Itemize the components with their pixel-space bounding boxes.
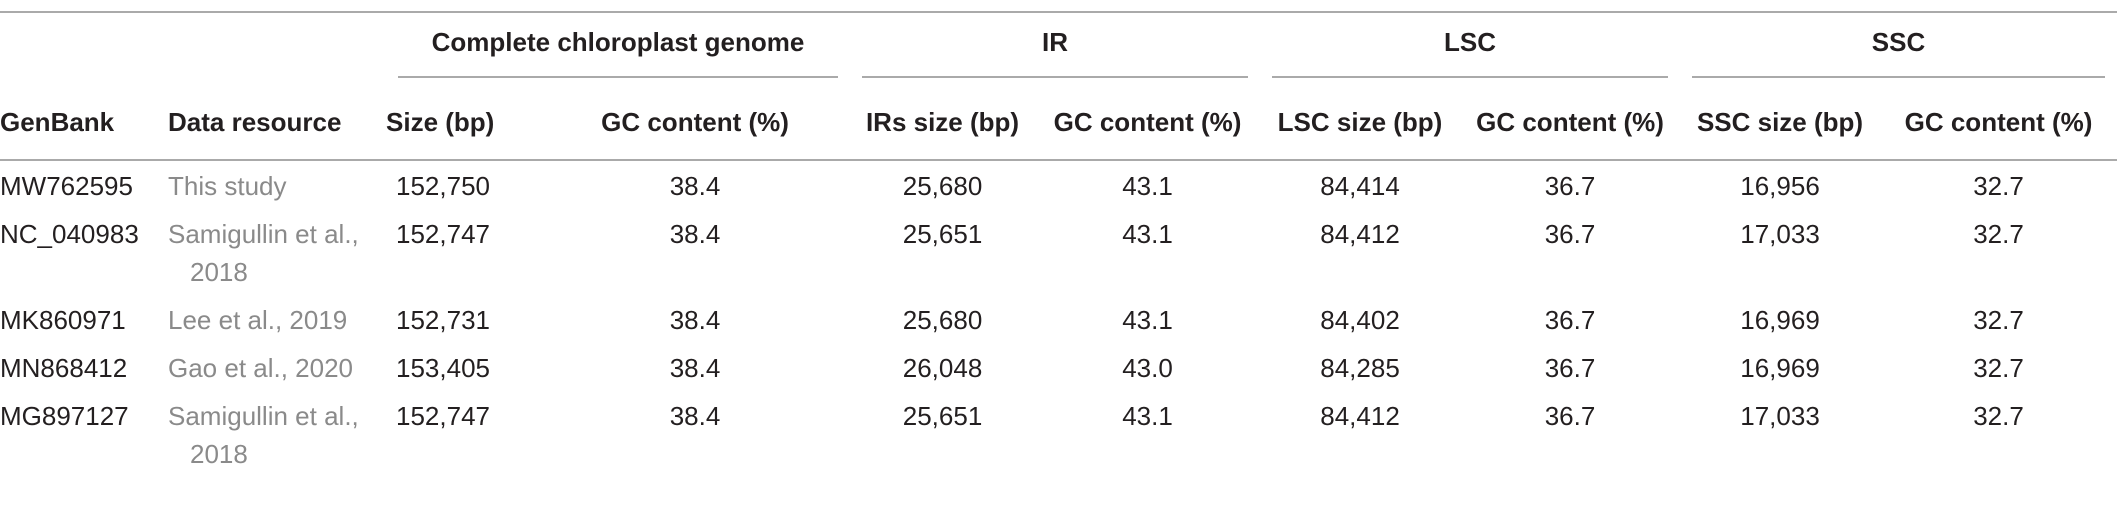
cell: Gao et al., 2020 [168,343,386,391]
data-resource: Gao et al., 2020 [168,353,354,383]
column-header-row: GenBank Data resource Size (bp) GC content … [0,85,2117,161]
cell: 32.7 [1973,353,2024,383]
cell: 32.7 [1973,219,2024,249]
cell: MG897127 [0,401,129,431]
cell: 84,402 [1320,305,1400,335]
cell: 38.4 [669,171,721,201]
cell: 26,048 [902,353,983,383]
data-resource: Samigullin et al., 2018 [168,401,359,469]
column-header: LSC size (bp) [1260,85,1461,161]
column-header: GC content (%) [1880,85,2117,161]
column-header: IRs size (bp) [850,85,1036,161]
data-table: Complete chloroplast genome IR LSC SSC G… [0,11,2117,477]
group-header: Complete chloroplast genome [386,11,851,85]
cell: 16,956 [1740,171,1820,201]
cell: 43.0 [1122,353,1173,383]
cell: 152,747 [396,401,490,431]
cell: 17,033 [1740,401,1820,431]
cell: 25,651 [902,401,983,431]
cell: 32.7 [1973,401,2024,431]
data-resource: Samigullin et al., 2018 [168,219,359,287]
cell: 17,033 [1740,219,1820,249]
cell: Lee et al., 2019 [168,295,386,343]
cell: 16,969 [1740,305,1820,335]
cell: 84,414 [1320,171,1400,201]
column-header: GC content (%) [1460,85,1681,161]
header-spacer [0,11,386,85]
cell: 25,651 [902,219,983,249]
cell: 152,750 [396,171,490,201]
cell: 43.1 [1122,401,1173,431]
cell: 36.7 [1544,401,1596,431]
cell: 38.4 [669,219,721,249]
cell: 25,680 [902,171,983,201]
column-header: GenBank [0,85,168,161]
table-row: MG897127 Samigullin et al., 2018 152,747 38… [0,391,2117,477]
cell: 38.4 [669,353,721,383]
cell: 84,285 [1320,353,1400,383]
data-resource: Lee et al., 2019 [168,305,348,335]
group-header-row: Complete chloroplast genome IR LSC SSC [0,11,2117,85]
cell: Samigullin et al., 2018 [168,209,386,295]
cell: 25,680 [902,305,983,335]
column-header: GC content (%) [1035,85,1261,161]
cell: 152,747 [396,219,490,249]
cell: 43.1 [1122,171,1173,201]
table-row: MK860971 Lee et al., 2019 152,731 38.4 25,68… [0,295,2117,343]
cell: 36.7 [1544,305,1596,335]
column-header: GC content (%) [540,85,851,161]
cell: 84,412 [1320,219,1400,249]
cell: 152,731 [396,305,490,335]
data-resource: This study [168,171,287,201]
cell: 32.7 [1973,171,2024,201]
cell: 43.1 [1122,305,1173,335]
column-header: Data resource [168,85,386,161]
cell: MW762595 [0,171,133,201]
cell: 38.4 [669,305,721,335]
cell: Samigullin et al., 2018 [168,391,386,477]
cell: NC_040983 [0,219,139,249]
cell: MN868412 [0,353,128,383]
cell: 36.7 [1544,171,1596,201]
page: Complete chloroplast genome IR LSC SSC G… [0,11,2117,532]
group-label: Complete chloroplast genome [398,27,839,78]
cell: 32.7 [1973,305,2024,335]
table-body: MW762595 This study 152,750 38.4 25,680 43.1 8… [0,160,2117,477]
cell: This study [168,160,386,209]
group-header: LSC [1260,11,1681,85]
group-label: SSC [1692,27,2106,78]
cell: 153,405 [396,353,490,383]
cell: MK860971 [0,305,126,335]
cell: 43.1 [1122,219,1173,249]
group-header: IR [850,11,1261,85]
cell: 38.4 [669,401,721,431]
column-header: SSC size (bp) [1680,85,1881,161]
column-header: Size (bp) [386,85,540,161]
table-row: MW762595 This study 152,750 38.4 25,680 43.1 8… [0,160,2117,209]
cell: 84,412 [1320,401,1400,431]
group-label: LSC [1272,27,1669,78]
group-label: IR [862,27,1249,78]
cell: 36.7 [1544,353,1596,383]
cell: 36.7 [1544,219,1596,249]
group-header: SSC [1680,11,2117,85]
table-row: NC_040983 Samigullin et al., 2018 152,747 3… [0,209,2117,295]
cell: 16,969 [1740,353,1820,383]
table-row: MN868412 Gao et al., 2020 153,405 38.4 26,04… [0,343,2117,391]
